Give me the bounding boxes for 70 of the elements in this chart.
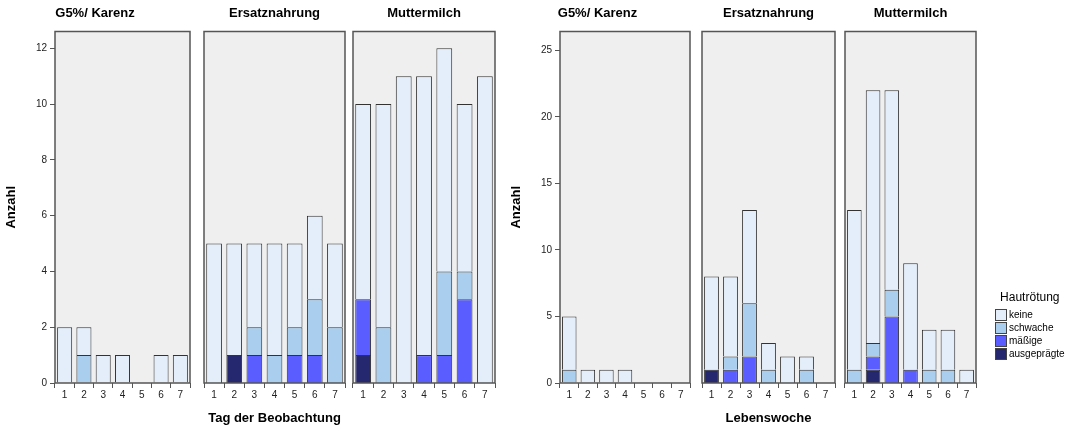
x-tick-label: 3	[889, 388, 895, 400]
x-tick-label: 2	[380, 388, 387, 400]
y-tick-label: 6	[41, 209, 48, 221]
y-tick-label: 10	[540, 243, 553, 255]
x-tick-label: 1	[61, 388, 68, 400]
x-tick-label: 7	[963, 388, 970, 400]
x-tick-label: 6	[803, 388, 810, 400]
x-tick-label: 5	[441, 388, 448, 400]
y-tick-label: 4	[41, 265, 48, 277]
x-tick-label: 5	[926, 388, 933, 400]
y-tick-label: 8	[41, 153, 48, 165]
legend-label: mäßige	[1009, 334, 1043, 347]
x-tick-label: 6	[659, 388, 666, 400]
x-tick-label: 7	[177, 388, 184, 400]
x-tick-label: 6	[945, 388, 952, 400]
x-tick-label: 3	[251, 388, 258, 400]
x-tick-label: 7	[332, 388, 339, 400]
x-tick-label: 3	[100, 388, 107, 400]
y-axis-title: Anzahl	[3, 185, 19, 229]
legend-label: ausgeprägte	[1009, 347, 1065, 360]
chart-title: Muttermilch	[387, 5, 461, 21]
chart-title: Ersatznahrung	[722, 5, 815, 21]
x-tick-label: 1	[360, 388, 367, 400]
legend-title: Hautrötung	[999, 290, 1061, 304]
y-axis-title: Anzahl	[508, 185, 524, 229]
y-tick-label: 0	[546, 376, 553, 388]
x-axis-title: Lebenswoche	[725, 409, 812, 425]
x-tick-label: 2	[585, 388, 592, 400]
x-tick-label: 2	[727, 388, 734, 400]
x-tick-label: 2	[870, 388, 877, 400]
x-tick-label: 1	[851, 388, 858, 400]
x-tick-label: 4	[765, 388, 772, 400]
x-tick-label: 4	[907, 388, 914, 400]
y-tick-label: 12	[35, 42, 48, 54]
y-tick-label: 5	[546, 310, 553, 322]
x-tick-label: 4	[622, 388, 629, 400]
y-tick-label: 15	[540, 177, 553, 189]
x-tick-label: 1	[211, 388, 218, 400]
y-tick-label: 0	[41, 376, 48, 388]
x-tick-label: 6	[461, 388, 468, 400]
x-tick-label: 2	[81, 388, 88, 400]
x-axis-title: Tag der Beobachtung	[208, 409, 341, 425]
x-tick-label: 5	[291, 388, 298, 400]
y-tick-label: 25	[540, 43, 553, 55]
x-tick-label: 4	[271, 388, 278, 400]
y-tick-label: 2	[41, 320, 48, 332]
x-tick-label: 5	[784, 388, 791, 400]
x-tick-label: 4	[119, 388, 126, 400]
x-tick-label: 6	[158, 388, 165, 400]
x-tick-label: 7	[822, 388, 829, 400]
y-tick-label: 10	[35, 97, 48, 109]
chart-title: G5%/ Karenz	[557, 5, 638, 21]
chart-title: Muttermilch	[873, 5, 948, 21]
x-tick-label: 3	[400, 388, 407, 400]
x-tick-label: 5	[139, 388, 145, 400]
x-tick-label: 1	[708, 388, 715, 400]
y-tick-label: 20	[540, 110, 553, 122]
x-tick-label: 6	[312, 388, 318, 400]
x-tick-label: 7	[677, 388, 684, 400]
x-tick-label: 3	[603, 388, 610, 400]
x-tick-label: 2	[231, 388, 238, 400]
x-tick-label: 5	[640, 388, 647, 400]
x-tick-label: 1	[566, 388, 573, 400]
x-tick-label: 3	[746, 388, 753, 400]
legend-label: keine	[1009, 308, 1033, 321]
x-tick-label: 4	[421, 388, 428, 400]
chart-title: Ersatznahrung	[228, 5, 321, 21]
legend-label: schwache	[1009, 321, 1054, 334]
x-tick-label: 7	[482, 388, 489, 400]
chart-title: G5%/ Karenz	[55, 5, 136, 21]
